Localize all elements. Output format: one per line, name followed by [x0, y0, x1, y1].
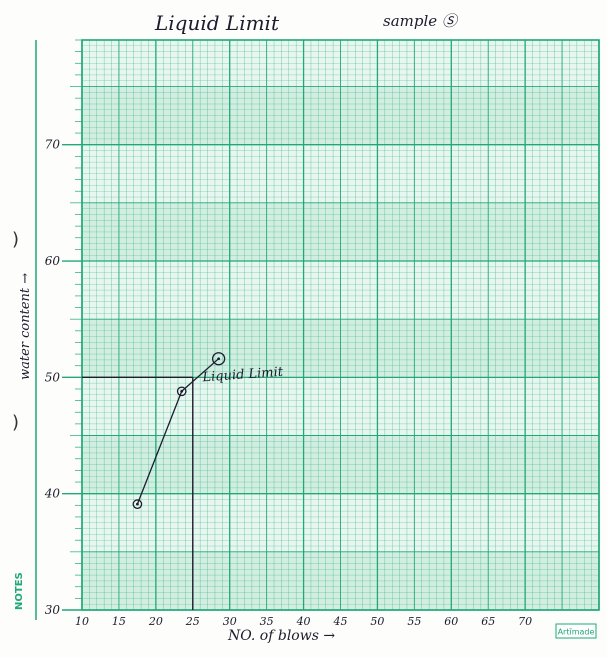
binder-hole-top: ): [12, 229, 19, 250]
x-axis-ticks: 10 15 20 25 30 35 40 45 50 55 60 65 70: [75, 615, 532, 628]
brand-label: Artīmade: [558, 628, 595, 637]
data-point: [176, 386, 187, 397]
chart-title: Liquid Limit: [154, 11, 280, 35]
x-tick-label: 35: [260, 615, 274, 628]
x-tick-label: 40: [296, 615, 311, 628]
liquid-limit-annotation: Liquid Limit: [201, 365, 284, 386]
y-axis-title: water content →: [18, 273, 33, 380]
data-point-dot: [135, 502, 139, 506]
x-tick-label: 50: [370, 615, 384, 628]
reference-lines: [82, 376, 194, 610]
chart-header: Liquid Limit sample Ⓢ: [154, 11, 459, 35]
x-tick-label: 55: [407, 615, 421, 628]
data-point-dot: [217, 357, 221, 361]
graph-border: [81, 39, 600, 611]
x-tick-label: 10: [75, 615, 89, 628]
x-tick-label: 65: [481, 615, 495, 628]
x-tick-label: 30: [223, 615, 237, 628]
chart-subtitle: sample Ⓢ: [383, 12, 459, 30]
y-tick-label: 30: [45, 603, 61, 617]
brand-mark: Artīmade: [555, 623, 597, 639]
x-tick-label: 60: [444, 615, 458, 628]
x-tick-label: 45: [333, 615, 348, 628]
binder-hole-bottom: ): [12, 412, 19, 433]
x-tick-label: 70: [518, 615, 532, 628]
graph-paper: [81, 39, 600, 611]
y-axis-ticks: 30 40 50 60 70: [44, 39, 82, 617]
x-axis-title: NO. of blows →: [227, 628, 335, 644]
x-tick-label: 20: [148, 615, 163, 628]
y-tick-label: 60: [45, 254, 61, 268]
data-series: [132, 352, 226, 509]
x-tick-label: 25: [185, 615, 200, 628]
y-tick-label: 40: [44, 487, 61, 501]
data-point: [132, 499, 143, 509]
y-tick-label: 70: [45, 138, 61, 152]
annotations: Liquid Limit: [201, 365, 284, 386]
data-point-dot: [180, 389, 184, 393]
data-point: [211, 352, 226, 366]
x-tick-label: 15: [112, 615, 126, 628]
y-tick-label: 50: [45, 370, 61, 384]
notes-label: NOTES: [14, 572, 25, 610]
